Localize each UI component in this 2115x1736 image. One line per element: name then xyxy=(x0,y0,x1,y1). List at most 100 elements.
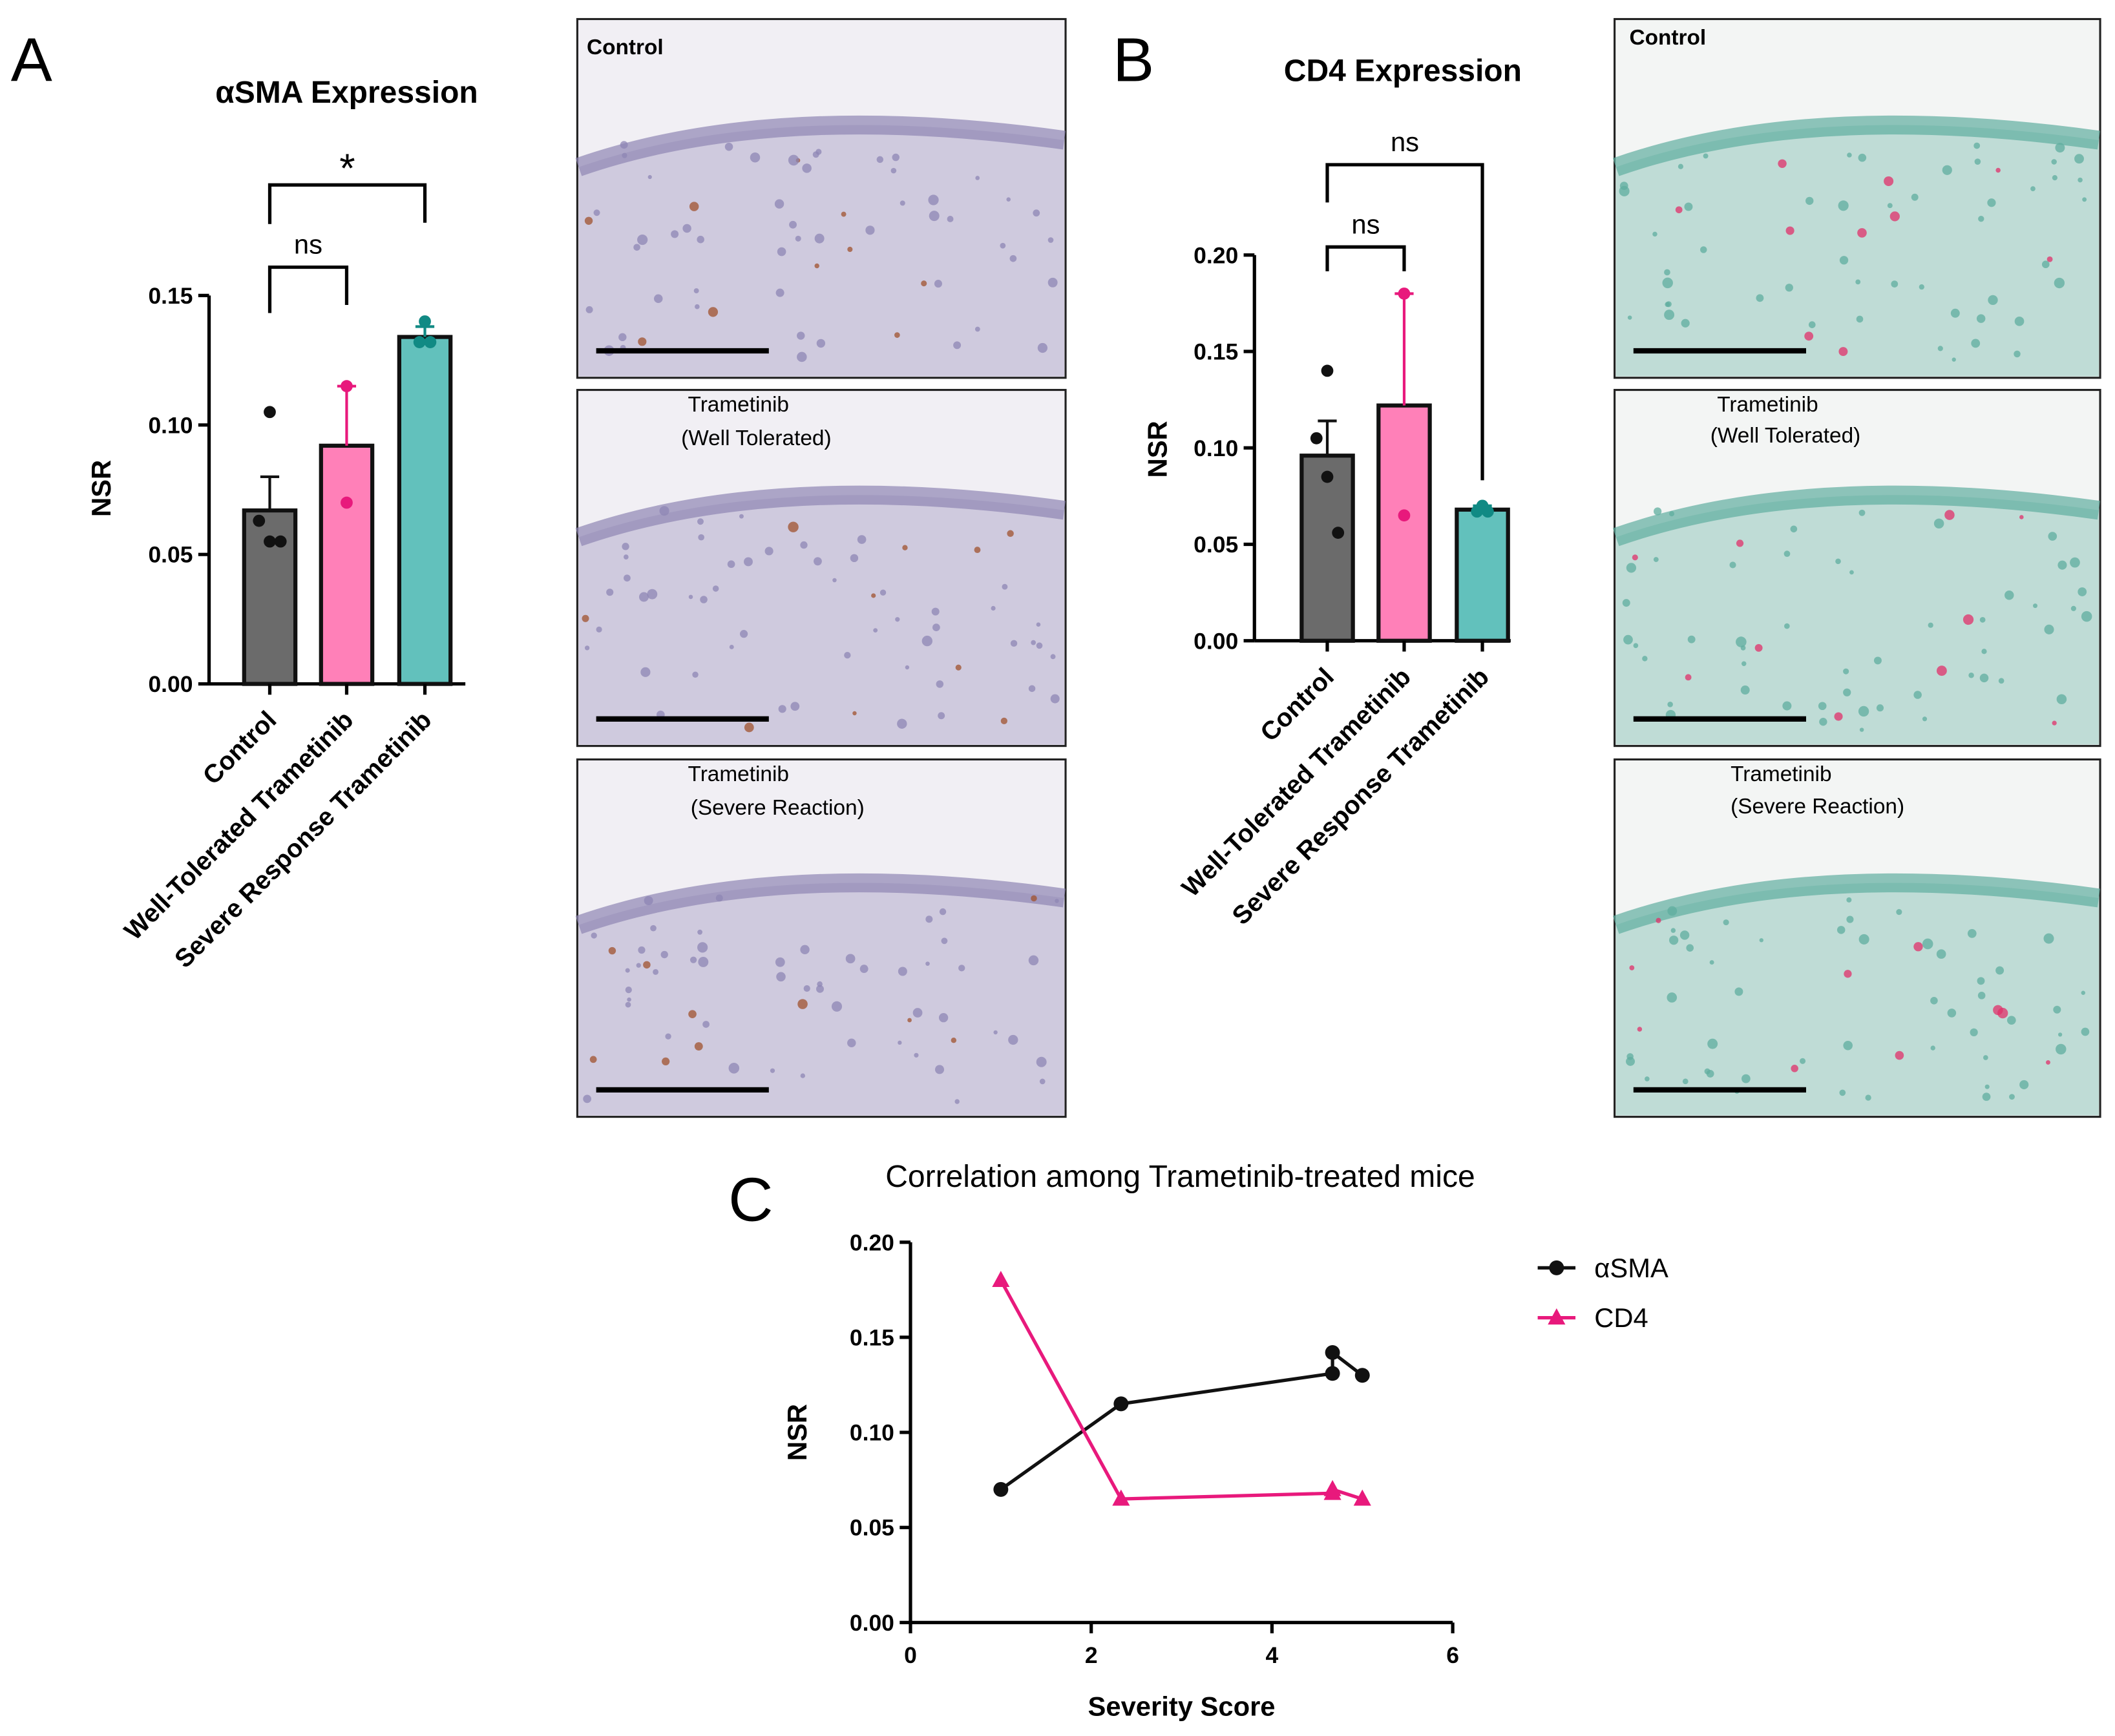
cell xyxy=(1632,554,1638,561)
cell xyxy=(740,630,748,638)
data-point xyxy=(341,380,353,393)
cell xyxy=(1670,928,1676,933)
cell xyxy=(622,152,627,158)
cell xyxy=(620,141,628,149)
cell xyxy=(1858,706,1869,717)
cell xyxy=(1741,1074,1751,1083)
cell xyxy=(2014,317,2025,326)
y-axis-label: NSR xyxy=(1142,421,1173,477)
cell xyxy=(1887,203,1893,209)
cell xyxy=(653,969,659,975)
cell xyxy=(1679,930,1690,940)
cell xyxy=(1010,640,1018,647)
cell xyxy=(585,306,593,313)
cell xyxy=(1922,716,1928,722)
y-tick-label: 0.20 xyxy=(850,1229,894,1255)
cell xyxy=(1849,570,1854,575)
epidermis xyxy=(1612,115,2100,176)
cell xyxy=(2051,159,2057,165)
cell xyxy=(788,521,799,532)
data-point xyxy=(424,336,437,348)
cell xyxy=(608,946,616,955)
cell xyxy=(1000,717,1007,724)
cell xyxy=(764,547,773,556)
micrograph-label: (Well Tolerated) xyxy=(1710,424,1860,448)
cell xyxy=(1686,944,1694,952)
cell xyxy=(925,961,930,966)
cell xyxy=(1028,685,1036,693)
cell xyxy=(938,1013,949,1023)
data-point xyxy=(1321,470,1334,483)
micrograph-label: (Well Tolerated) xyxy=(681,426,831,450)
cell xyxy=(1047,277,1058,288)
data-point xyxy=(1113,1396,1129,1412)
cell xyxy=(900,200,905,206)
cell xyxy=(1976,314,1986,323)
cell xyxy=(905,665,910,670)
cell xyxy=(689,202,699,211)
cell xyxy=(1936,949,1946,959)
cell xyxy=(728,1063,740,1074)
cell xyxy=(1844,970,1852,978)
cell xyxy=(1031,895,1037,902)
data-point xyxy=(1310,432,1323,444)
cell xyxy=(993,1030,998,1035)
cell xyxy=(1987,198,1996,207)
y-tick-label: 0.10 xyxy=(148,412,193,438)
legend-label: αSMA xyxy=(1594,1253,1668,1283)
cell xyxy=(1838,200,1849,211)
cell xyxy=(1971,339,1981,348)
cell xyxy=(1706,1070,1714,1078)
y-tick-label: 0.10 xyxy=(1194,435,1238,461)
y-tick-label: 0.05 xyxy=(148,542,193,568)
cell xyxy=(1619,185,1630,196)
cell xyxy=(1033,209,1040,217)
bar xyxy=(1376,403,1432,643)
cell xyxy=(1622,599,1630,607)
cell xyxy=(2009,1094,2015,1100)
cell xyxy=(671,230,679,238)
data-point xyxy=(1112,1489,1130,1506)
y-tick-label: 0.00 xyxy=(148,671,193,697)
data-point xyxy=(1323,1480,1342,1496)
cell xyxy=(665,1033,671,1040)
tissue xyxy=(578,125,1064,377)
micrograph-label: Trametinib xyxy=(1717,393,1818,417)
cell xyxy=(897,718,907,729)
cell xyxy=(1652,231,1657,237)
cell xyxy=(1036,642,1043,649)
data-point xyxy=(1321,364,1334,377)
cell xyxy=(1734,987,1743,996)
cell xyxy=(744,557,753,567)
cell xyxy=(1843,1041,1853,1051)
cell xyxy=(852,711,857,716)
cell xyxy=(775,288,784,297)
cell xyxy=(1839,1089,1846,1096)
data-point xyxy=(992,1270,1010,1288)
cell xyxy=(1895,1051,1904,1060)
cell xyxy=(1967,928,1977,938)
cell xyxy=(932,623,940,631)
cell xyxy=(1626,563,1637,573)
cell xyxy=(638,337,647,346)
cell xyxy=(774,199,784,209)
cell xyxy=(1036,622,1041,627)
cell xyxy=(1678,163,1683,169)
cell xyxy=(2056,1043,2067,1055)
micrograph-label: Control xyxy=(1630,26,1707,50)
chart-title: CD4 Expression xyxy=(1284,54,1522,89)
cell xyxy=(692,671,699,678)
cell xyxy=(797,351,807,362)
data-point xyxy=(1325,1344,1340,1360)
cell xyxy=(2047,256,2053,262)
cell xyxy=(1858,153,1867,162)
cell xyxy=(1995,966,2005,975)
cell xyxy=(2082,197,2087,202)
cell xyxy=(708,307,719,317)
legend-marker xyxy=(1549,1260,1564,1275)
cell xyxy=(1839,256,1849,265)
cell xyxy=(894,332,900,338)
cell xyxy=(814,233,825,244)
cell xyxy=(591,932,597,939)
cell xyxy=(1047,237,1054,243)
